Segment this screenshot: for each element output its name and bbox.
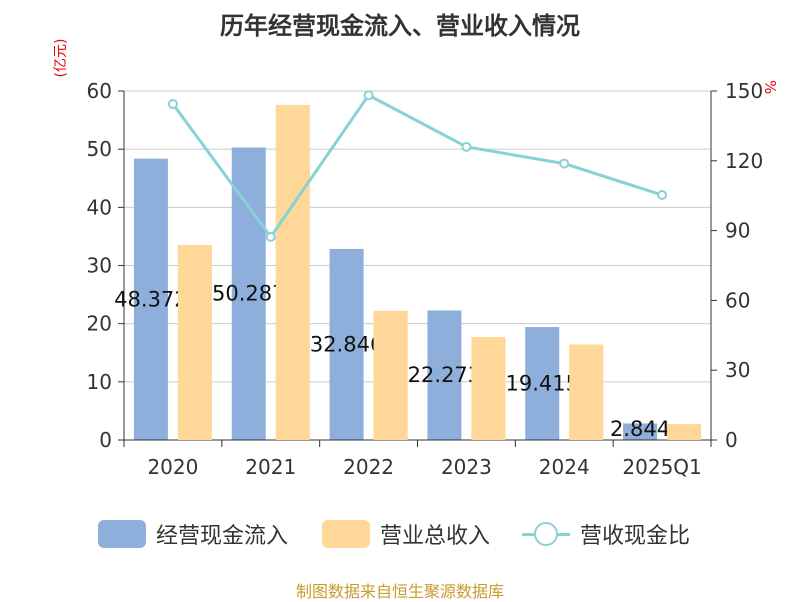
bar-revenue-overlay [177,245,212,440]
legend-item-cash-inflow[interactable]: 经营现金流入 [98,516,288,552]
source-note: 制图数据来自恒生聚源数据库 [295,582,504,601]
bar-cash-inflow [133,158,168,440]
x-tick-label: 2022 [343,455,394,479]
y-right-tick-label: 120 [725,149,763,173]
line-ratio [171,93,663,240]
chart-title: 历年经营现金流入、营业收入情况 [220,12,580,40]
y-right-tick-label: 90 [725,219,750,243]
legend-item-revenue[interactable]: 营业总收入 [322,516,490,552]
bar-revenue-overlay [569,344,604,440]
y-left-tick-label: 50 [87,137,112,161]
y-left-tick-label: 60 [87,79,112,103]
x-tick-label: 2023 [441,455,492,479]
bar-cash-inflow [623,423,658,440]
bar-cash-inflow [427,310,462,440]
data-label-cash-inflow: 50.287 [212,282,285,306]
x-tick-label: 2025Q1 [622,455,701,479]
x-tick-label: 2020 [147,455,198,479]
y-left-tick-label: 10 [87,370,112,394]
y-left-tick-label: 30 [87,254,112,278]
line-ratio-point [559,158,570,169]
data-label-cash-inflow: 19.415 [506,372,579,396]
x-tick-label: 2021 [245,455,296,479]
x-tick-label: 2024 [539,455,590,479]
bar-revenue-overlay [667,424,702,440]
y-left-tick-label: 20 [87,312,112,336]
data-label-cash-inflow: 2.844 [610,417,670,441]
line-ratio-point [657,190,668,201]
y-left-tick-label: 40 [87,195,112,219]
legend-swatch-revenue [322,520,370,548]
line-ratio-point [167,99,178,110]
line-ratio-point [363,90,374,101]
y-left-tick-label: 0 [99,428,112,452]
bar-cash-inflow [525,327,560,440]
legend-label-cash-inflow: 经营现金流入 [156,524,289,549]
y-right-tick-label: 60 [725,288,750,312]
data-label-cash-inflow: 32.846 [310,332,383,356]
line-ratio-point [265,231,276,242]
legend-swatch-cash-inflow [98,520,146,548]
data-label-cash-inflow: 22.273 [408,363,481,387]
bar-cash-inflow [329,248,364,440]
legend-marker-ratio [522,520,570,548]
y-right-tick-label: 150 [725,79,763,103]
legend-label-revenue: 营业总收入 [380,524,491,549]
legend: 经营现金流入 营业总收入 营收现金比 [0,516,800,552]
y-right-tick-label: 0 [725,428,738,452]
bar-revenue-overlay [275,104,310,441]
legend-label-ratio: 营收现金比 [580,524,691,549]
legend-item-ratio[interactable]: 营收现金比 [522,516,690,552]
line-ratio-point [461,141,472,152]
bar-revenue-overlay [471,337,506,440]
bar-cash-inflow [231,147,266,440]
data-label-cash-inflow: 48.372 [114,287,187,311]
y-right-tick-label: 30 [725,358,750,382]
bar-revenue-overlay [373,310,408,440]
